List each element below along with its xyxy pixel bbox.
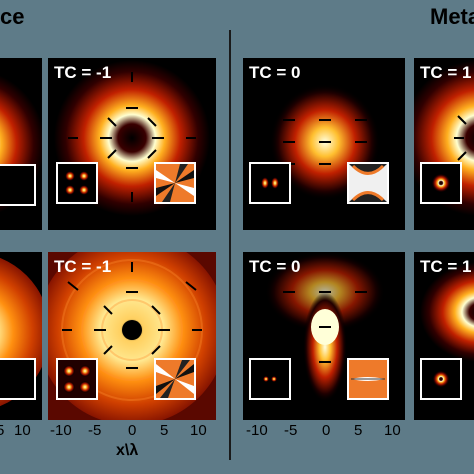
tick-left-partial-5: 5 (0, 422, 5, 439)
inset-intensity (56, 162, 98, 204)
inset-intensity (420, 358, 462, 400)
tc-label: TC = 0 (249, 63, 301, 82)
polarization-dashes (62, 262, 202, 369)
panel-top-tc-1-partial: TC = 1 (414, 58, 474, 230)
inset-intensity (56, 358, 98, 400)
inset-phase (154, 162, 196, 204)
panel-bottom-tc-0: TC = 0 (243, 252, 405, 420)
inset-top-left-partial (0, 164, 36, 206)
inset-intensity (420, 162, 462, 204)
tick-right-m5: -5 (284, 422, 298, 439)
tc-label: TC = 0 (249, 257, 301, 276)
tc-label: TC = 1 (420, 63, 472, 82)
tick-right-10: 10 (384, 422, 401, 439)
tick-right-m10: -10 (246, 422, 268, 439)
inset-intensity (249, 162, 291, 204)
panel-top-tc-minus1: TC = -1 (48, 58, 216, 230)
inset-intensity (249, 358, 291, 400)
ring-intensity (54, 60, 210, 216)
polarization-dashes (68, 72, 196, 202)
panel-bottom-tc-minus1: TC = -1 (48, 252, 216, 420)
inset-phase (154, 358, 196, 400)
panel-top-left-partial (0, 58, 42, 230)
header-left: ce (0, 4, 25, 29)
tick-left-10: 10 (190, 422, 207, 439)
tick-left-partial-10: 10 (14, 422, 31, 439)
tick-left-m5: -5 (88, 422, 102, 439)
panel-bottom-tc-1-partial: TC = 1 (414, 252, 474, 420)
tc-label: TC = 1 (420, 257, 472, 276)
tc-label: TC = -1 (54, 257, 112, 276)
section-divider (229, 30, 231, 460)
tick-left-0: 0 (128, 422, 137, 439)
header-right: Meta (430, 4, 474, 29)
tick-left-5: 5 (160, 422, 169, 439)
tick-right-0: 0 (322, 422, 331, 439)
tc-label: TC = -1 (54, 63, 112, 82)
inset-phase (347, 358, 389, 400)
inset-bottom-left-partial (0, 358, 36, 400)
inset-phase (347, 162, 389, 204)
tick-left-m10: -10 (50, 422, 72, 439)
x-axis-label: x\λ (116, 442, 139, 459)
panel-top-tc-0: TC = 0 (243, 58, 405, 230)
tick-right-5: 5 (354, 422, 363, 439)
panel-bottom-left-partial (0, 252, 42, 420)
